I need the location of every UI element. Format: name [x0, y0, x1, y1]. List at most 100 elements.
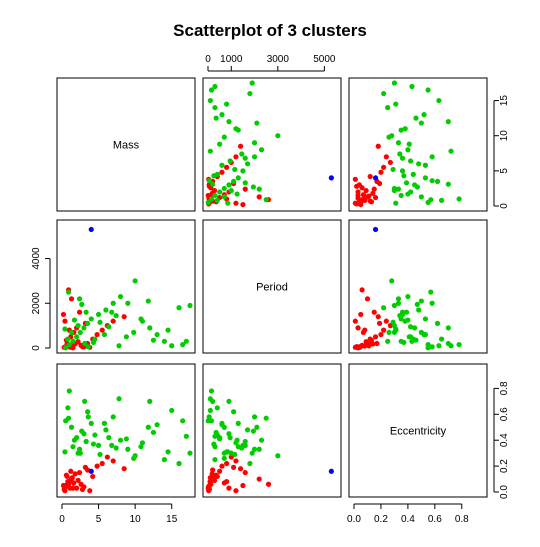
point-green-38	[90, 339, 97, 346]
point-red-20	[62, 488, 68, 494]
point-red-19	[355, 325, 361, 331]
point-red-14	[110, 318, 116, 324]
point-green-26	[92, 432, 98, 438]
point-red-27	[210, 473, 216, 480]
point-red-10	[367, 173, 373, 180]
point-green-4	[77, 329, 83, 335]
point-green-25	[210, 181, 216, 187]
point-green-18	[436, 343, 442, 349]
point-green-30	[406, 141, 412, 147]
point-green-42	[65, 415, 72, 421]
point-green-21	[187, 302, 193, 309]
point-green-47	[180, 342, 186, 348]
point-green-2	[212, 192, 218, 199]
point-green-43	[256, 446, 262, 452]
point-green-6	[231, 178, 237, 184]
point-green-26	[410, 171, 416, 177]
point-green-36	[79, 301, 85, 307]
point-green-38	[211, 441, 217, 447]
point-red-20	[62, 318, 68, 324]
point-green-8	[399, 168, 406, 174]
panel-period-eccentricity	[348, 219, 488, 354]
point-green-41	[113, 312, 119, 319]
point-green-10	[251, 414, 258, 420]
point-green-41	[397, 312, 403, 319]
point-green-31	[386, 329, 392, 335]
point-red-15	[121, 314, 127, 320]
point-green-38	[401, 173, 407, 179]
point-green-46	[165, 449, 171, 455]
tick-label-right-eccentricity-1: 0.2	[499, 459, 510, 473]
point-green-35	[405, 191, 411, 197]
point-green-2	[398, 192, 404, 199]
point-green-35	[234, 191, 240, 197]
point-green-23	[418, 329, 424, 335]
point-green-47	[208, 418, 215, 424]
point-red-25	[60, 311, 67, 318]
point-green-15	[226, 398, 232, 404]
point-green-40	[227, 435, 233, 441]
point-green-19	[381, 305, 387, 311]
point-red-12	[224, 164, 230, 170]
point-green-33	[254, 424, 260, 430]
point-green-33	[145, 298, 151, 304]
point-green-45	[213, 115, 219, 121]
point-green-33	[418, 120, 424, 126]
tick-label-top-period-3: 5000	[313, 54, 336, 65]
point-green-40	[106, 435, 112, 441]
point-red-6	[363, 187, 369, 194]
point-green-33	[254, 120, 260, 126]
point-blue-0	[372, 175, 379, 181]
point-green-6	[85, 409, 91, 415]
point-red-23	[242, 186, 248, 192]
point-green-15	[147, 325, 153, 331]
point-green-38	[211, 173, 217, 179]
point-red-19	[74, 485, 80, 491]
point-green-40	[407, 158, 414, 164]
point-green-8	[240, 168, 246, 174]
point-red-14	[233, 154, 239, 160]
point-green-31	[221, 455, 227, 461]
tick-label-bottom-eccentricity-2: 0.4	[401, 514, 415, 525]
point-green-30	[217, 141, 223, 147]
point-green-35	[71, 317, 78, 323]
point-green-18	[436, 97, 442, 104]
point-green-30	[217, 436, 223, 442]
point-green-4	[221, 185, 227, 192]
point-green-17	[212, 457, 218, 463]
point-green-27	[101, 331, 108, 338]
point-green-11	[405, 147, 411, 153]
point-green-36	[414, 301, 420, 307]
point-blue-0	[328, 175, 334, 181]
tick-label-right-mass-2: 10	[499, 130, 510, 142]
point-green-3	[217, 189, 223, 195]
point-green-34	[225, 200, 231, 206]
point-green-22	[65, 405, 71, 411]
point-green-7	[422, 175, 429, 181]
point-green-13	[389, 278, 395, 284]
tick-label-bottom-eccentricity-4: 0.8	[455, 514, 469, 525]
point-green-20	[409, 83, 415, 90]
point-red-26	[66, 479, 72, 485]
point-red-25	[358, 311, 364, 318]
point-green-39	[390, 319, 396, 325]
point-green-21	[391, 302, 398, 309]
point-red-21	[359, 287, 365, 293]
point-green-9	[244, 161, 251, 167]
point-green-9	[244, 427, 251, 433]
point-green-33	[418, 298, 424, 304]
point-green-42	[263, 415, 269, 421]
point-green-19	[176, 305, 182, 311]
point-red-31	[355, 345, 361, 351]
point-green-47	[180, 418, 186, 424]
point-green-5	[226, 182, 232, 188]
point-green-24	[75, 323, 81, 329]
point-red-22	[364, 296, 371, 302]
point-green-36	[79, 428, 85, 434]
point-red-14	[383, 318, 389, 324]
point-green-7	[88, 420, 94, 426]
point-red-23	[76, 309, 83, 315]
tick-label-top-period-1: 1000	[220, 54, 243, 65]
point-red-25	[240, 201, 246, 208]
point-red-10	[90, 473, 96, 480]
